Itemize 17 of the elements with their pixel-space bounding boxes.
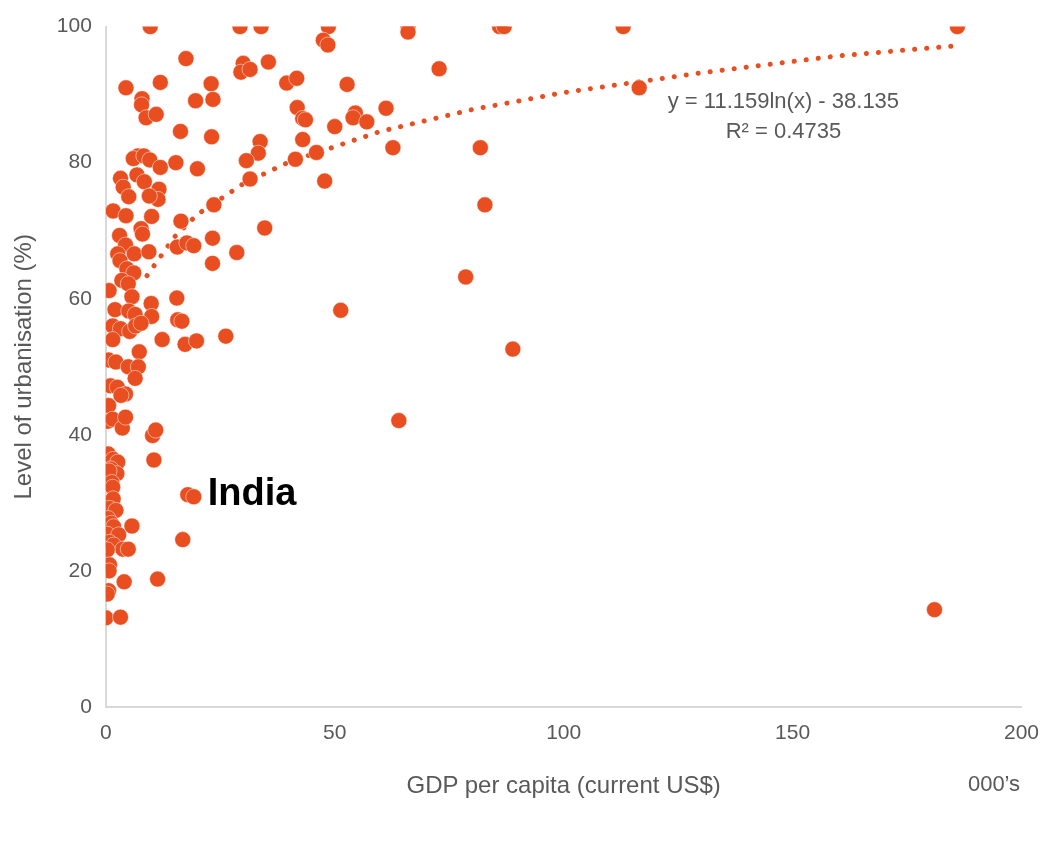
x-tick-label: 0 xyxy=(99,720,112,744)
x-tick-label: 50 xyxy=(323,720,347,744)
annotation: y = 11.159ln(x) - 38.135 xyxy=(667,87,900,113)
y-tick-label: 100 xyxy=(56,13,92,37)
x-axis-title: GDP per capita (current US$) xyxy=(406,771,721,799)
y-tick-label: 60 xyxy=(68,285,92,309)
y-tick-label: 20 xyxy=(68,557,92,581)
y-axis-title: Level of urbanisation (%) xyxy=(9,234,37,500)
x-tick-label: 200 xyxy=(1003,720,1039,744)
y-tick-label: 40 xyxy=(68,421,92,445)
annotation: R² = 0.4735 xyxy=(725,118,842,144)
x-tick-label: 150 xyxy=(775,720,811,744)
y-tick-label: 80 xyxy=(68,149,92,173)
text: 000’s xyxy=(967,771,1021,797)
y-tick-label: 0 xyxy=(80,693,92,717)
x-tick-label: 100 xyxy=(546,720,582,744)
annotation: India xyxy=(207,471,298,514)
